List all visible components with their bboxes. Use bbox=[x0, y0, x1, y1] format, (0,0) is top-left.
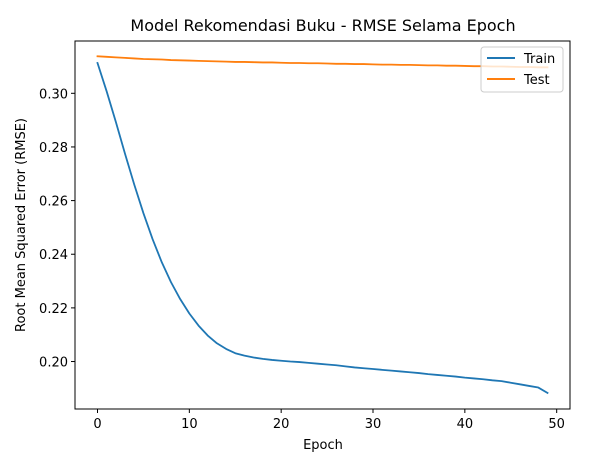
series-line-train bbox=[96, 61, 549, 395]
y-tick-label: 0.22 bbox=[39, 302, 68, 317]
x-tick-label: 20 bbox=[273, 417, 290, 432]
x-tick-label: 50 bbox=[548, 417, 565, 432]
y-tick-label: 0.26 bbox=[39, 195, 68, 210]
plot-frame bbox=[74, 40, 571, 410]
legend: Train Test bbox=[480, 46, 564, 93]
y-tick-label: 0.30 bbox=[39, 87, 68, 102]
x-axis-title: Epoch bbox=[303, 438, 343, 453]
series-layer bbox=[96, 55, 549, 395]
x-tick-label: 30 bbox=[365, 417, 382, 432]
legend-label-train: Train bbox=[523, 52, 555, 67]
x-tick-label: 10 bbox=[181, 417, 198, 432]
legend-label-test: Test bbox=[523, 73, 550, 88]
y-axis-title: Root Mean Squared Error (RMSE) bbox=[14, 118, 29, 332]
series-line-test bbox=[96, 55, 549, 69]
y-tick-label: 0.28 bbox=[39, 141, 68, 156]
x-axis-ticks: 0 10 20 30 40 50 bbox=[93, 409, 565, 432]
x-tick-label: 0 bbox=[93, 417, 101, 432]
x-tick-label: 40 bbox=[457, 417, 474, 432]
y-axis-ticks: 0.20 0.22 0.24 0.26 0.28 0.30 bbox=[39, 87, 75, 371]
y-tick-label: 0.24 bbox=[39, 248, 68, 263]
chart-title: Model Rekomendasi Buku - RMSE Selama Epo… bbox=[130, 16, 515, 35]
y-tick-label: 0.20 bbox=[39, 356, 68, 371]
